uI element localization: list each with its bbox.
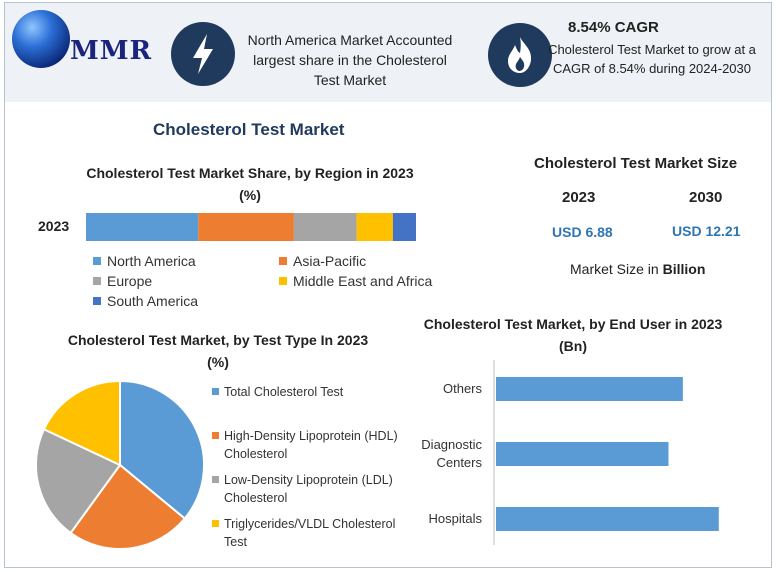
test-type-pie: [35, 379, 205, 550]
legend-swatch: [279, 257, 287, 265]
end-user-chart-title: Cholesterol Test Market, by End User in …: [423, 316, 723, 354]
category-label: Hospitals: [429, 511, 483, 526]
end-user-bar-chart: Others Diagnostic Centers Hospitals: [421, 360, 719, 545]
pie-slice-triglycerides: [42, 379, 121, 467]
flame-icon: [508, 37, 532, 73]
main-title: Cholesterol Test Market: [153, 120, 345, 139]
test-type-chart-title: Cholesterol Test Market, by Test Type In…: [67, 332, 369, 370]
header-band: [5, 3, 771, 102]
category-label: Diagnostic: [421, 437, 482, 452]
bar-segment-south_america: [392, 213, 416, 241]
pie-legend-ldl: Low-Density Lipoprotein (LDL) Cholestero…: [212, 471, 412, 507]
legend-asia-pacific: Asia-Pacific: [279, 253, 366, 269]
pie-legend-hdl: High-Density Lipoprotein (HDL) Cholester…: [212, 427, 412, 463]
legend-swatch: [93, 297, 101, 305]
pie-legend-total: Total Cholesterol Test: [212, 383, 412, 401]
bar-segment-europe: [293, 213, 357, 241]
legend-label: Middle East and Africa: [293, 273, 433, 289]
market-size-value-2023: USD 6.88: [552, 224, 613, 240]
legend-label: Europe: [107, 273, 153, 289]
category-label: Centers: [436, 455, 482, 470]
bar-diagnostic-centers: [496, 442, 669, 466]
bar-hospitals: [496, 507, 719, 531]
legend-swatch: [93, 257, 101, 265]
legend-swatch: [212, 520, 219, 527]
market-size-note: Market Size in Billion: [570, 261, 705, 277]
bar-others: [496, 377, 683, 401]
market-size-note-unit: Billion: [662, 261, 706, 277]
logo-text: MMR: [70, 36, 153, 66]
category-label: Others: [443, 381, 483, 396]
bar-segment-mea: [356, 213, 393, 241]
cagr-title: 8.54% CAGR: [568, 19, 659, 36]
legend-label: South America: [107, 293, 199, 309]
legend-swatch: [93, 277, 101, 285]
market-size-year-2030: 2030: [689, 189, 723, 206]
legend-swatch: [279, 277, 287, 285]
legend-label: High-Density Lipoprotein (HDL) Cholester…: [224, 429, 398, 461]
market-size-year-2023: 2023: [562, 189, 596, 206]
legend-label: Low-Density Lipoprotein (LDL) Cholestero…: [224, 473, 393, 505]
cagr-text: Cholesterol Test Market to grow at a CAG…: [548, 42, 756, 76]
region-category-label: 2023: [38, 218, 70, 234]
market-size-value-2030: USD 12.21: [672, 223, 741, 239]
flame-badge: [488, 23, 552, 87]
legend-europe: Europe: [93, 273, 152, 289]
legend-swatch: [212, 388, 219, 395]
bar-segment-north_america: [86, 213, 199, 241]
legend-label: Total Cholesterol Test: [224, 385, 344, 399]
mmr-logo: MMR: [12, 10, 152, 70]
legend-swatch: [212, 476, 219, 483]
legend-swatch: [212, 432, 219, 439]
legend-label: Triglycerides/VLDL Cholesterol Test: [224, 517, 396, 549]
legend-mea: Middle East and Africa: [279, 273, 432, 289]
pie-legend-triglycerides: Triglycerides/VLDL Cholesterol Test: [212, 515, 412, 551]
region-stacked-bar: [86, 213, 416, 241]
legend-label: Asia-Pacific: [293, 253, 367, 269]
legend-label: North America: [107, 253, 196, 269]
north-america-text: North America Market Accounted largest s…: [247, 32, 453, 88]
lightning-badge: [171, 22, 235, 86]
legend-north-america: North America: [93, 253, 196, 269]
globe-icon: [12, 10, 70, 68]
pie-slice-hdl: [69, 463, 187, 550]
lightning-icon: [193, 34, 213, 74]
region-chart-title: Cholesterol Test Market Share, by Region…: [86, 165, 414, 203]
legend-south-america: South America: [93, 293, 198, 309]
market-size-note-prefix: Market Size in: [570, 261, 663, 277]
market-size-title: Cholesterol Test Market Size: [534, 155, 738, 172]
pie-slice-total: [119, 379, 205, 520]
bar-segment-asia_pacific: [198, 213, 294, 241]
